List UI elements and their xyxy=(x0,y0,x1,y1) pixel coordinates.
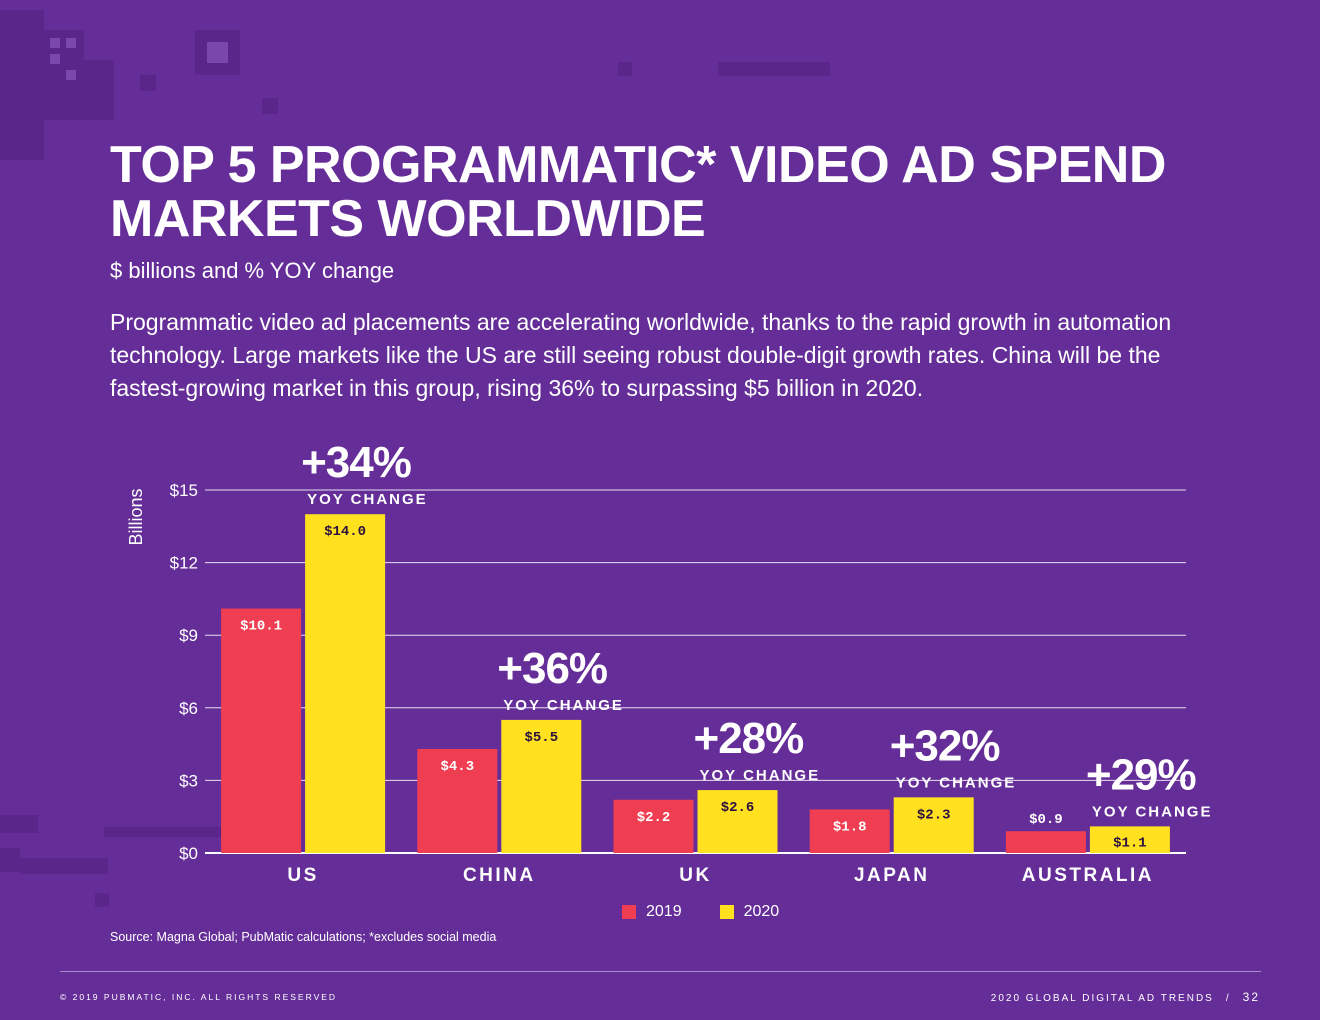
decorative-pixel-block xyxy=(140,75,156,91)
decorative-pixel-block xyxy=(207,42,228,63)
data-label-2019: $0.9 xyxy=(1029,812,1063,828)
bar-2019 xyxy=(613,799,694,853)
legend-item-2019: 2019 xyxy=(622,903,682,921)
y-tick-label: $9 xyxy=(179,626,198,645)
yoy-change-label: YOY CHANGE xyxy=(1092,803,1213,820)
bar-2020 xyxy=(697,790,778,853)
legend-swatch-2019 xyxy=(622,905,636,919)
decorative-pixel-block xyxy=(50,38,60,48)
bar-2019 xyxy=(809,809,890,853)
y-tick-label: $12 xyxy=(170,554,198,573)
footer-divider xyxy=(60,971,1261,972)
x-tick-label: US xyxy=(287,865,318,886)
x-tick-label: UK xyxy=(679,865,711,886)
report-footer: 2020 GLOBAL DIGITAL AD TRENDS / 32 xyxy=(991,990,1260,1004)
legend-label-2019: 2019 xyxy=(646,903,682,920)
data-label-2020: $14.0 xyxy=(324,524,366,540)
report-title: 2020 GLOBAL DIGITAL AD TRENDS xyxy=(990,993,1214,1004)
y-tick-label: $15 xyxy=(170,481,198,500)
decorative-pixel-block xyxy=(66,70,76,80)
data-label-2019: $4.3 xyxy=(440,759,474,775)
footer-separator: / xyxy=(1225,993,1231,1004)
bar-2019 xyxy=(221,608,302,853)
data-label-2020: $5.5 xyxy=(524,730,558,746)
bar-2020 xyxy=(1089,826,1170,853)
decorative-pixel-block xyxy=(20,858,108,874)
y-tick-label: $0 xyxy=(179,844,198,863)
copyright-text: © 2019 PUBMATIC, INC. ALL RIGHTS RESERVE… xyxy=(60,992,338,1002)
bar-2019 xyxy=(1005,831,1086,853)
bar-2019 xyxy=(417,748,498,853)
chart-description: Programmatic video ad placements are acc… xyxy=(110,309,1172,401)
legend-item-2020: 2020 xyxy=(719,903,780,921)
y-tick-label: $6 xyxy=(179,699,198,718)
x-tick-label: CHINA xyxy=(463,865,536,886)
page-number: 32 xyxy=(1242,990,1260,1004)
data-label-2020: $2.6 xyxy=(721,800,755,816)
chart-subtitle: $ billions and % YOY change xyxy=(110,258,395,283)
yoy-change-value: +29% xyxy=(1086,750,1196,799)
decorative-pixel-block xyxy=(84,60,114,120)
decorative-pixel-block xyxy=(0,10,44,160)
data-label-2019: $10.1 xyxy=(240,619,282,635)
data-label-2019: $1.8 xyxy=(833,819,867,835)
decorative-pixel-block xyxy=(262,98,278,114)
decorative-pixel-block xyxy=(95,893,109,907)
yoy-change-value: +34% xyxy=(301,438,411,487)
decorative-pixel-block xyxy=(0,848,20,872)
yoy-change-label: YOY CHANGE xyxy=(503,697,624,714)
data-label-2020: $2.3 xyxy=(917,807,951,823)
decorative-pixel-block xyxy=(0,815,38,833)
legend-label-2020: 2020 xyxy=(743,903,780,920)
bar-2020 xyxy=(305,514,386,853)
decorative-pixel-block xyxy=(718,62,830,76)
data-label-2019: $2.2 xyxy=(637,810,671,826)
bar-2020 xyxy=(893,797,974,853)
data-label-2020: $1.1 xyxy=(1113,835,1147,851)
yoy-change-label: YOY CHANGE xyxy=(700,767,821,784)
y-axis-title: Billions xyxy=(126,488,146,545)
bar-2020 xyxy=(501,719,582,853)
source-note: Source: Magna Global; PubMatic calculati… xyxy=(110,930,497,944)
legend-swatch-2020 xyxy=(719,905,734,919)
decorative-pixel-block xyxy=(66,38,76,48)
chart-legend: 2019 2020 xyxy=(622,903,779,921)
decorative-pixel-block xyxy=(104,827,224,837)
page-title: TOP 5 PROGRAMMATIC* VIDEO AD SPEND MARKE… xyxy=(110,136,1166,248)
yoy-change-label: YOY CHANGE xyxy=(307,491,428,508)
yoy-change-value: +36% xyxy=(497,644,607,693)
decorative-pixel-block xyxy=(618,62,632,76)
yoy-change-value: +32% xyxy=(890,721,1000,770)
decorative-pixel-block xyxy=(50,54,60,64)
yoy-change-label: YOY CHANGE xyxy=(896,774,1017,791)
y-tick-label: $3 xyxy=(179,771,198,790)
yoy-change-value: +28% xyxy=(694,714,804,763)
x-tick-label: AUSTRALIA xyxy=(1022,865,1154,886)
x-tick-label: JAPAN xyxy=(854,865,930,886)
